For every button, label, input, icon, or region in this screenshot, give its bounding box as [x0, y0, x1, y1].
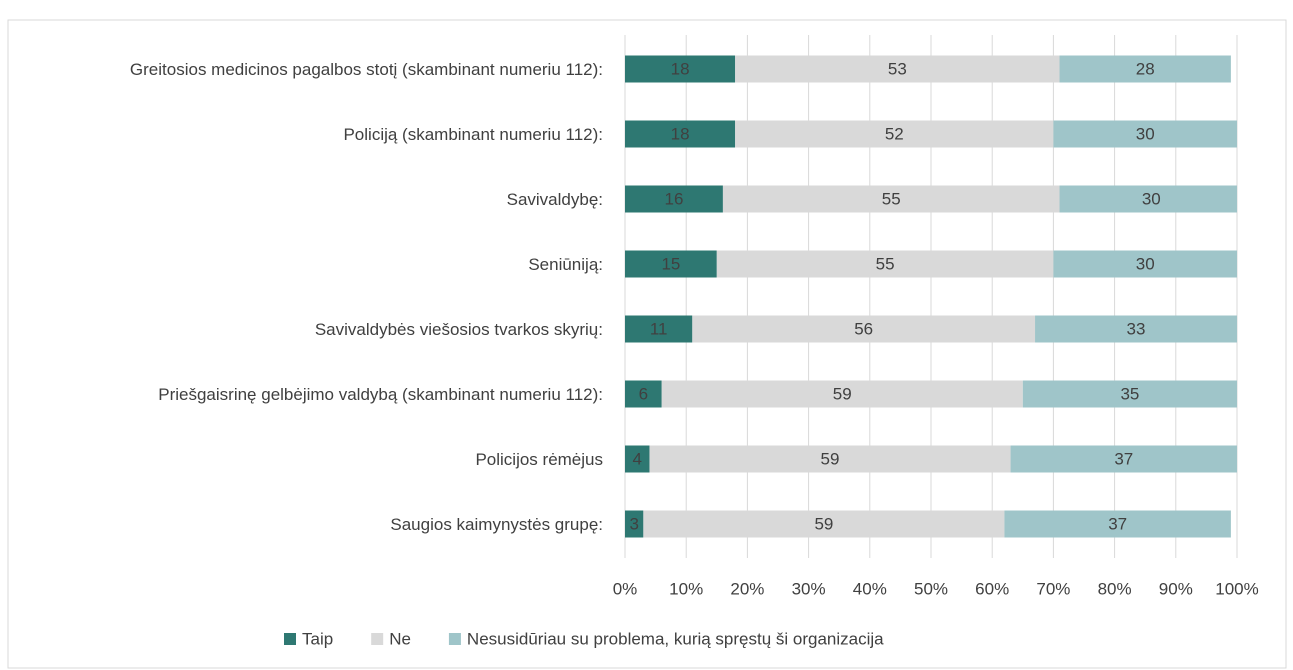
bar-segment	[625, 315, 693, 343]
bar-segment	[1053, 120, 1237, 148]
data-label: 52	[885, 124, 904, 143]
bar-segment	[625, 120, 736, 148]
bar-segment	[625, 380, 662, 408]
category-label-box: Savivaldybę:	[506, 189, 603, 209]
category-label-box: Seniūniją:	[528, 254, 603, 274]
data-label: 30	[1136, 254, 1155, 273]
x-tick-label: 70%	[1036, 579, 1070, 598]
y-tick-label: Priešgaisrinę gelbėjimo valdybą (skambin…	[158, 384, 603, 404]
data-label: 6	[639, 384, 648, 403]
x-tick-label: 60%	[975, 579, 1009, 598]
bar-segment	[735, 120, 1054, 148]
data-label: 53	[888, 59, 907, 78]
data-label: 28	[1136, 59, 1155, 78]
data-label: 18	[671, 124, 690, 143]
data-label: 59	[833, 384, 852, 403]
x-tick-label: 100%	[1215, 579, 1258, 598]
y-tick-label: Policijos rėmėjus	[475, 449, 603, 469]
data-label: 55	[882, 189, 901, 208]
bar-segment	[1035, 315, 1237, 343]
y-tick-label: Seniūniją:	[528, 254, 603, 274]
bar-segment	[625, 510, 644, 538]
data-label: 11	[650, 319, 668, 338]
data-label: 4	[633, 449, 642, 468]
bars	[625, 55, 1237, 538]
category-label-box: Policijos rėmėjus	[475, 449, 603, 469]
bar-segment	[1010, 445, 1237, 473]
data-label: 30	[1136, 124, 1155, 143]
legend-swatch	[371, 633, 384, 645]
bar-segment	[735, 55, 1060, 83]
bar-segment	[1053, 250, 1237, 278]
legend-label: Taip	[302, 629, 333, 648]
bar-segment	[625, 55, 736, 83]
data-label: 3	[629, 514, 638, 533]
bar-segment	[625, 445, 650, 473]
bar-segment	[722, 185, 1060, 213]
data-label: 16	[664, 189, 683, 208]
bar-segment	[1022, 380, 1237, 408]
bar-segment	[643, 510, 1005, 538]
data-label: 59	[814, 514, 833, 533]
x-tick-label: 40%	[853, 579, 887, 598]
x-tick-label: 30%	[792, 579, 826, 598]
y-tick-label: Greitosios medicinos pagalbos stotį (ska…	[129, 59, 603, 79]
y-tick-label: Savivaldybę:	[506, 189, 603, 209]
bar-segment	[716, 250, 1054, 278]
data-label: 37	[1114, 449, 1133, 468]
data-label: 30	[1142, 189, 1161, 208]
bar-segment	[649, 445, 1011, 473]
data-label: 33	[1127, 319, 1146, 338]
category-label-box: Policiją (skambinant numeriu 112):	[343, 124, 603, 144]
category-label-box: Greitosios medicinos pagalbos stotį (ska…	[129, 59, 603, 79]
legend-swatch	[284, 633, 296, 645]
category-label-box: Priešgaisrinę gelbėjimo valdybą (skambin…	[158, 384, 603, 404]
data-label: 15	[661, 254, 680, 273]
data-label: 59	[821, 449, 840, 468]
data-label: 55	[876, 254, 895, 273]
bar-segment	[625, 250, 717, 278]
x-tick-label: 0%	[613, 579, 638, 598]
bar-segment	[625, 185, 723, 213]
legend-swatch	[448, 633, 461, 645]
legend-label: Nesusidūriau su problema, kurią spręstų …	[467, 629, 884, 648]
category-label-box: Savivaldybės viešosios tvarkos skyrių:	[314, 319, 603, 339]
data-label: 18	[671, 59, 690, 78]
legend-label: Ne	[389, 629, 411, 648]
y-tick-label: Savivaldybės viešosios tvarkos skyrių:	[314, 319, 603, 339]
data-label: 35	[1120, 384, 1139, 403]
data-label: 37	[1108, 514, 1127, 533]
data-label: 56	[854, 319, 873, 338]
x-tick-label: 10%	[669, 579, 703, 598]
y-tick-label: Policiją (skambinant numeriu 112):	[343, 124, 603, 144]
bar-segment	[692, 315, 1036, 343]
category-label-box: Saugios kaimynystės grupę:	[390, 514, 603, 534]
bar-segment	[1004, 510, 1231, 538]
x-tick-label: 90%	[1159, 579, 1193, 598]
y-tick-label: Saugios kaimynystės grupę:	[390, 514, 603, 534]
bar-segment	[661, 380, 1023, 408]
x-tick-label: 80%	[1098, 579, 1132, 598]
x-tick-label: 50%	[914, 579, 948, 598]
bar-segment	[1059, 55, 1231, 83]
bar-segment	[1059, 185, 1237, 213]
x-tick-label: 20%	[730, 579, 764, 598]
